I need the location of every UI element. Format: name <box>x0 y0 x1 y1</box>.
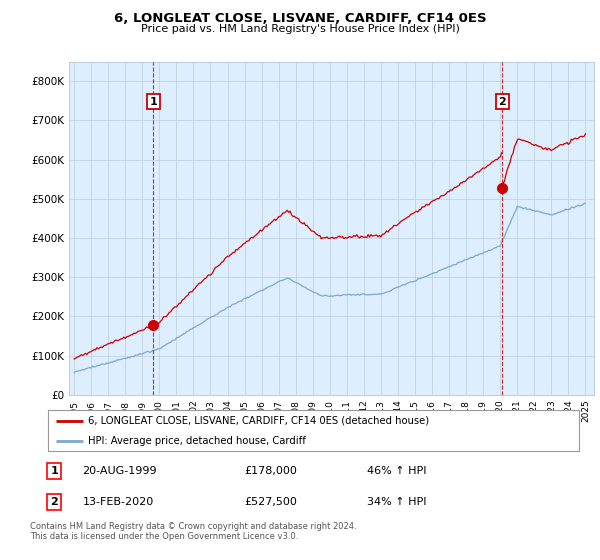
Text: 6, LONGLEAT CLOSE, LISVANE, CARDIFF, CF14 0ES (detached house): 6, LONGLEAT CLOSE, LISVANE, CARDIFF, CF1… <box>88 416 429 426</box>
Text: HPI: Average price, detached house, Cardiff: HPI: Average price, detached house, Card… <box>88 436 306 446</box>
Text: 34% ↑ HPI: 34% ↑ HPI <box>367 497 426 507</box>
Text: 46% ↑ HPI: 46% ↑ HPI <box>367 466 426 476</box>
Text: 13-FEB-2020: 13-FEB-2020 <box>83 497 154 507</box>
Text: Price paid vs. HM Land Registry's House Price Index (HPI): Price paid vs. HM Land Registry's House … <box>140 24 460 34</box>
Text: £178,000: £178,000 <box>244 466 298 476</box>
Text: 20-AUG-1999: 20-AUG-1999 <box>83 466 157 476</box>
Text: 1: 1 <box>50 466 58 476</box>
Text: 1: 1 <box>149 96 157 106</box>
Text: £527,500: £527,500 <box>244 497 298 507</box>
Text: 2: 2 <box>50 497 58 507</box>
Text: 6, LONGLEAT CLOSE, LISVANE, CARDIFF, CF14 0ES: 6, LONGLEAT CLOSE, LISVANE, CARDIFF, CF1… <box>113 12 487 25</box>
Text: Contains HM Land Registry data © Crown copyright and database right 2024.
This d: Contains HM Land Registry data © Crown c… <box>30 522 356 542</box>
Text: 2: 2 <box>499 96 506 106</box>
